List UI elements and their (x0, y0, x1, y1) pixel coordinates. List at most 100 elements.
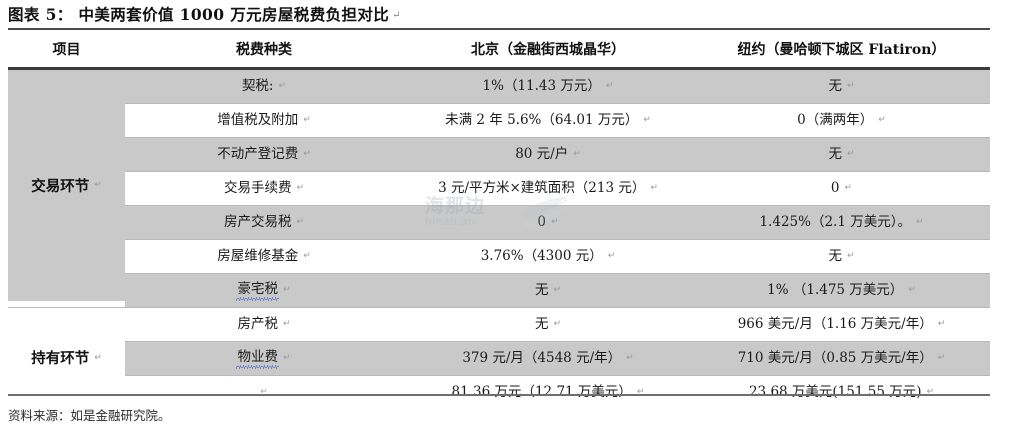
cell-beijing: 3.76%（4300 元） ↵ (403, 239, 693, 273)
group-label-transaction: 交易环节 (31, 177, 90, 195)
paragraph-mark: ↵ (296, 216, 305, 227)
cell-beijing-total: 81.36 万元（12.71 万美元） ↵ (403, 375, 693, 409)
cell-newyork-text: 966 美元/月（1.16 万美元/年） (737, 315, 933, 332)
paragraph-mark: ↵ (551, 216, 559, 227)
cell-beijing-text: 1%（11.43 万元） (482, 77, 601, 94)
cell-beijing: 1%（11.43 万元） ↵ (403, 69, 693, 103)
paragraph-mark: ↵ (282, 352, 291, 363)
row-divider (125, 102, 990, 104)
cell-kind: 房屋维修基金 ↵ (125, 239, 403, 273)
group-divider (8, 306, 990, 308)
paragraph-mark: ↵ (94, 180, 102, 190)
cell-beijing-text: 0 (537, 213, 547, 230)
paragraph-mark: ↵ (846, 80, 855, 91)
cell-beijing-total-text: 81.36 万元（12.71 万美元） (451, 383, 632, 400)
cell-newyork: 1% （1.475 万美元） ↵ (693, 273, 990, 307)
cell-kind: 不动产登记费 ↵ (125, 137, 403, 171)
paragraph-mark: ↵ (278, 80, 287, 91)
table-row: 契税: ↵ 1%（11.43 万元） ↵ 无 ↵ (125, 69, 990, 103)
cell-newyork: 无 ↵ (693, 239, 990, 273)
paragraph-mark: ↵ (296, 182, 305, 193)
table-row: 房产交易税 ↵ 0 ↵ 1.425%（2.1 万美元）。 ↵ (125, 205, 990, 239)
table-row: 房产税 ↵ 无 ↵ 966 美元/月（1.16 万美元/年） ↵ (125, 307, 990, 341)
cell-newyork-text: 无 (828, 145, 842, 162)
column-header-newyork: 纽约（曼哈顿下城区 Flatiron） (737, 41, 946, 58)
cell-beijing: 0 ↵ (403, 205, 693, 239)
row-divider (125, 238, 990, 240)
table-row: 增值税及附加 ↵ 未满 2 年 5.6%（64.01 万元） ↵ 0（满两年） ↵ (125, 103, 990, 137)
cell-kind: 契税: ↵ (125, 69, 403, 103)
table-group-holding: 持有环节 ↵ 房产税 ↵ 无 ↵ 966 美元/月（1.16 万美元/年） ↵ 物业费 ↵… (8, 307, 990, 409)
cell-kind-text: 契税: (241, 77, 274, 94)
paragraph-mark: ↵ (643, 114, 651, 125)
cell-beijing-text: 未满 2 年 5.6%（64.01 万元） (445, 111, 639, 128)
cell-beijing: 379 元/月（4548 元/年） ↵ (403, 341, 693, 375)
row-divider (125, 374, 990, 376)
cell-beijing-text: 无 (534, 281, 549, 298)
cell-newyork-text: 710 美元/月（0.85 万美元/年） (737, 349, 933, 366)
comparison-table: 项目 税费种类 北京（金融街西城晶华） 纽约（曼哈顿下城区 Flatiron） … (8, 33, 990, 409)
transaction-rows: 契税: ↵ 1%（11.43 万元） ↵ 无 ↵ 增值税及附加 ↵ 未满 2 年 5.6… (125, 69, 990, 307)
group-label-holding: 持有环节 (31, 350, 90, 367)
header-divider (8, 67, 990, 70)
paragraph-mark: ↵ (303, 114, 311, 125)
cell-newyork: 966 美元/月（1.16 万美元/年） ↵ (693, 307, 990, 341)
cell-newyork: 无 ↵ (693, 69, 990, 103)
cell-newyork-text: 无 (828, 247, 842, 264)
cell-beijing: 未满 2 年 5.6%（64.01 万元） ↵ (403, 103, 693, 137)
cell-newyork: 1.425%（2.1 万美元）。 ↵ (693, 205, 990, 239)
cell-newyork: 710 美元/月（0.85 万美元/年） ↵ (693, 341, 990, 375)
paragraph-mark: ↵ (392, 10, 401, 21)
table-row: 豪宅税 ↵ 无 ↵ 1% （1.475 万美元） ↵ (125, 273, 990, 307)
cell-newyork: 0 ↵ (693, 171, 990, 205)
cell-beijing-text: 无 (534, 315, 549, 332)
paragraph-mark: ↵ (915, 216, 924, 227)
paragraph-mark: ↵ (605, 80, 614, 91)
cell-kind-text: 房屋维修基金 (217, 247, 299, 264)
cell-kind-text: 交易手续费 (223, 179, 292, 196)
paragraph-mark: ↵ (650, 182, 658, 193)
paragraph-mark: ↵ (303, 148, 311, 159)
page-title: 图表 5： 中美两套价值 1000 万元房屋税费负担对比 ↵ (8, 4, 990, 27)
column-header-kind: 税费种类 (236, 41, 292, 58)
cell-kind-text-spellchecked: 豪宅税 (236, 281, 279, 301)
cell-beijing: 无 ↵ (403, 307, 693, 341)
paragraph-mark: ↵ (282, 284, 291, 295)
paragraph-mark: ↵ (937, 352, 946, 363)
row-divider (125, 170, 990, 172)
paragraph-mark: ↵ (553, 318, 562, 329)
table-bottom-divider (8, 394, 990, 396)
group-label-transaction-cell: 交易环节 ↵ (8, 69, 125, 301)
cell-beijing: 80 元/户 ↵ (403, 137, 693, 171)
cell-kind: 房产税 ↵ (125, 307, 403, 341)
table-row-total: ↵ 81.36 万元（12.71 万美元） ↵ 23.68 万美元(151.55 … (125, 375, 990, 409)
cell-newyork: 0（满两年） ↵ (693, 103, 990, 137)
paragraph-mark: ↵ (626, 352, 634, 363)
paragraph-mark: ↵ (94, 352, 102, 363)
group-label-holding-cell: 持有环节 ↵ (8, 307, 125, 408)
cell-beijing-text: 3.76%（4300 元） (480, 247, 603, 264)
paragraph-mark: ↵ (573, 148, 581, 159)
cell-beijing-text: 3 元/平方米×建筑面积（213 元） (438, 179, 646, 196)
paragraph-mark: ↵ (937, 318, 946, 329)
cell-kind: 增值税及附加 ↵ (125, 103, 403, 137)
table-header-row: 项目 税费种类 北京（金融街西城晶华） 纽约（曼哈顿下城区 Flatiron） (8, 33, 990, 67)
paragraph-mark: ↵ (844, 182, 853, 193)
cell-kind-total: ↵ (125, 375, 403, 409)
paragraph-mark: ↵ (553, 284, 562, 295)
cell-beijing: 3 元/平方米×建筑面积（213 元） ↵ (403, 171, 693, 205)
cell-newyork-total-text: 23.68 万美元(151.55 万元) (748, 383, 922, 400)
cell-kind: 房产交易税 ↵ (125, 205, 403, 239)
row-divider (125, 136, 990, 138)
cell-kind-text: 房产交易税 (223, 213, 292, 230)
paragraph-mark: ↵ (908, 284, 916, 295)
paragraph-mark: ↵ (636, 386, 645, 397)
cell-beijing-text: 379 元/月（4548 元/年） (462, 349, 622, 366)
row-divider (125, 272, 990, 274)
cell-newyork-text: 1% （1.475 万美元） (767, 281, 904, 298)
table-row: 物业费 ↵ 379 元/月（4548 元/年） ↵ 710 美元/月（0.85 万美… (125, 341, 990, 375)
cell-kind-text: 增值税及附加 (217, 111, 299, 128)
column-header-item: 项目 (52, 41, 81, 58)
paragraph-mark: ↵ (926, 386, 935, 397)
